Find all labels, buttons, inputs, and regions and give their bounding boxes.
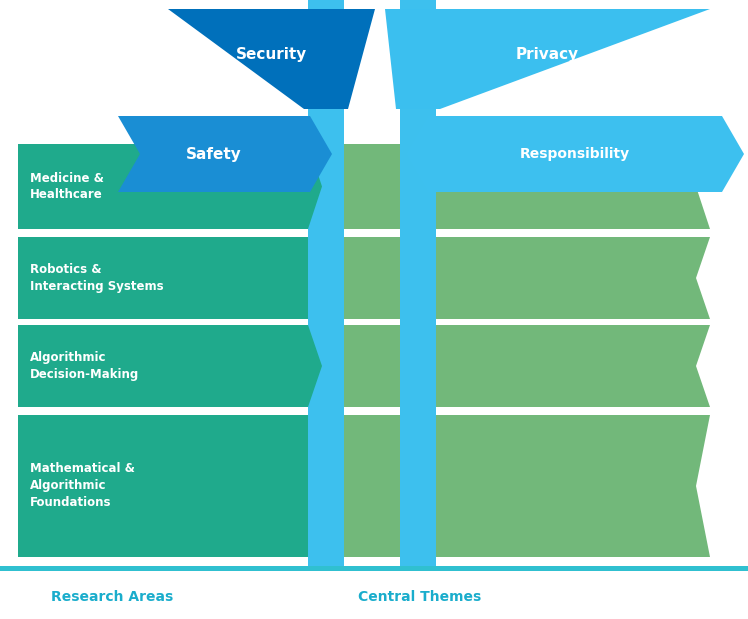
Text: Privacy: Privacy bbox=[516, 46, 579, 61]
Polygon shape bbox=[385, 9, 710, 109]
Bar bbox=[400, 0, 436, 571]
Text: Medicine &
Healthcare: Medicine & Healthcare bbox=[30, 171, 104, 202]
Text: Safety: Safety bbox=[186, 147, 242, 162]
Polygon shape bbox=[436, 144, 710, 229]
Polygon shape bbox=[18, 237, 322, 319]
Text: Mathematical &
Algorithmic
Foundations: Mathematical & Algorithmic Foundations bbox=[30, 462, 135, 509]
Polygon shape bbox=[436, 237, 710, 319]
Bar bbox=[308, 0, 344, 571]
Polygon shape bbox=[18, 325, 322, 407]
Polygon shape bbox=[344, 237, 400, 319]
Polygon shape bbox=[344, 325, 400, 407]
Polygon shape bbox=[18, 144, 322, 229]
Polygon shape bbox=[18, 415, 322, 557]
Polygon shape bbox=[406, 116, 744, 192]
Text: Central Themes: Central Themes bbox=[358, 590, 482, 604]
Text: Security: Security bbox=[236, 46, 307, 61]
Polygon shape bbox=[344, 415, 400, 557]
Text: Research Areas: Research Areas bbox=[51, 590, 173, 604]
Text: Robotics &
Interacting Systems: Robotics & Interacting Systems bbox=[30, 263, 164, 293]
Polygon shape bbox=[436, 415, 710, 557]
Polygon shape bbox=[118, 116, 332, 192]
Text: Algorithmic
Decision-Making: Algorithmic Decision-Making bbox=[30, 351, 139, 381]
Polygon shape bbox=[168, 9, 375, 109]
Polygon shape bbox=[344, 144, 400, 229]
Text: Responsibility: Responsibility bbox=[520, 147, 630, 161]
Polygon shape bbox=[436, 325, 710, 407]
Bar bbox=[0, 566, 748, 571]
